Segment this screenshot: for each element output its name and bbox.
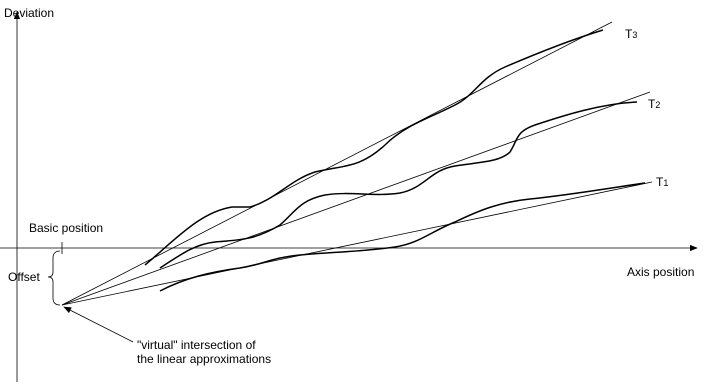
approx-line: [61, 21, 613, 306]
y-axis-label: Deviation: [4, 6, 54, 20]
curve-index: 3: [632, 30, 637, 40]
curve: [159, 101, 638, 269]
offset-brace: [47, 250, 61, 306]
curve-index: 1: [663, 178, 668, 188]
curve-letter: T: [648, 97, 656, 111]
x-axis-label: Axis position: [627, 265, 694, 279]
intersection-label: "virtual" intersection of: [137, 338, 256, 352]
curve-label: T2: [648, 97, 660, 111]
curve-label: T3: [625, 27, 637, 41]
intersection-label: the linear approximations: [137, 352, 271, 366]
curve-label: T1: [656, 175, 668, 189]
offset-label: Offset: [8, 270, 40, 284]
intersection-arrow: [63, 306, 134, 343]
curve-letter: T: [625, 27, 633, 41]
curve-letter: T: [656, 175, 664, 189]
approx-line: [61, 91, 651, 306]
approx-line: [61, 181, 653, 306]
curve: [144, 29, 604, 266]
basic-position-label: Basic position: [29, 221, 103, 235]
curve: [159, 182, 646, 292]
curve-index: 2: [655, 100, 660, 110]
